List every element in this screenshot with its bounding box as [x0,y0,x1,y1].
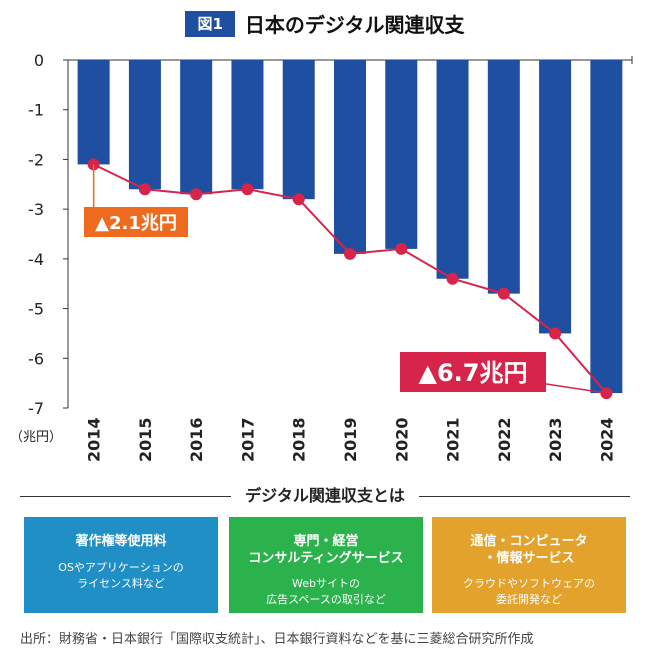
point-2019 [344,247,356,260]
callout-label-2014: ▲2.1兆円 [95,213,177,234]
x-tick-label: 2016 [187,417,206,462]
bar-2022 [487,60,520,294]
box-title: 著作権等使用料 [75,534,167,549]
chart-title: 日本のデジタル関連収支 [244,13,465,37]
callout-box-2024 [400,352,546,392]
y-tick-label: -7 [28,399,44,418]
x-tick-label: 2024 [597,417,616,462]
y-tick-label: -5 [28,300,44,319]
bar-2016 [180,60,213,195]
bar-2017 [231,60,264,190]
bar-2015 [128,60,161,190]
point-2016 [190,188,203,201]
bar-2023 [539,60,572,334]
box-description: Webサイトの 広告スペースの取引など [266,577,386,606]
y-tick-label: -3 [28,200,44,219]
bar-2018 [282,60,315,200]
x-tick-label: 2015 [136,417,155,462]
definition-divider: デジタル関連収支とは [20,484,630,508]
box-title: 専門・経営 コンサルティングサービス [248,534,404,566]
callout-box-2014 [84,207,188,237]
bar-2020 [385,60,418,249]
x-tick-label: 2020 [392,417,411,462]
definition-heading: デジタル関連収支とは [231,486,419,505]
figure-title-bar: 図1 日本のデジタル関連収支 [0,9,650,38]
figure-number-badge: 図1 [185,10,235,37]
x-tick-label: 2023 [546,417,565,462]
point-2023 [549,327,562,340]
bar-2019 [334,60,366,254]
y-tick-label: -2 [28,150,44,169]
trend-line [87,158,613,400]
box-description: クラウドやソフトウェアの 委託開発など [463,577,595,606]
definition-box-telecom: 通信・コンピュータ ・情報サービス クラウドやソフトウェアの 委託開発など [432,517,626,613]
point-2021 [446,272,459,285]
x-tick-label: 2014 [85,417,104,462]
y-tick-label: -6 [28,349,44,368]
x-tick-label: 2017 [238,417,257,462]
bar-2021 [436,60,469,279]
box-description: OSやアプリケーションの ライセンス料など [58,561,184,590]
source-note: 出所：財務省・日本銀行「国際収支統計」、日本銀行資料などを基に三菱総合研究所作成 [20,632,534,647]
definition-box-royalties: 著作権等使用料 OSやアプリケーションの ライセンス料など [24,517,218,613]
point-2017 [241,183,254,196]
box-title: 通信・コンピュータ ・情報サービス [470,534,588,566]
y-tick-label: -1 [28,101,44,120]
point-2015 [138,183,151,196]
point-2020 [395,242,408,255]
callout-label-2024: ▲6.7兆円 [419,359,528,387]
x-tick-label: 2018 [290,417,309,462]
x-tick-label: 2022 [495,417,514,462]
bars [77,60,623,394]
definition-box-consulting: 専門・経営 コンサルティングサービス Webサイトの 広告スペースの取引など [229,517,423,613]
y-axis-unit: （兆円） [10,430,62,445]
axes: 0 -1 -2 -3 -4 -5 -6 -7 （兆円） 2014 2015 2016 2017 2018 2… [10,51,633,462]
y-tick-label: 0 [34,51,44,70]
chart-area: 0 -1 -2 -3 -4 -5 -6 -7 （兆円） 2014 2015 2016 2017 2018 2… [10,51,633,462]
point-2022 [497,287,510,300]
bar-2014 [77,60,110,165]
y-tick-label: -4 [28,250,44,269]
x-tick-label: 2019 [341,417,360,462]
callouts: ▲2.1兆円 ▲6.7兆円 [84,164,607,394]
x-tick-label: 2021 [444,417,463,462]
bar-2024 [590,60,623,394]
point-2018 [292,193,305,206]
